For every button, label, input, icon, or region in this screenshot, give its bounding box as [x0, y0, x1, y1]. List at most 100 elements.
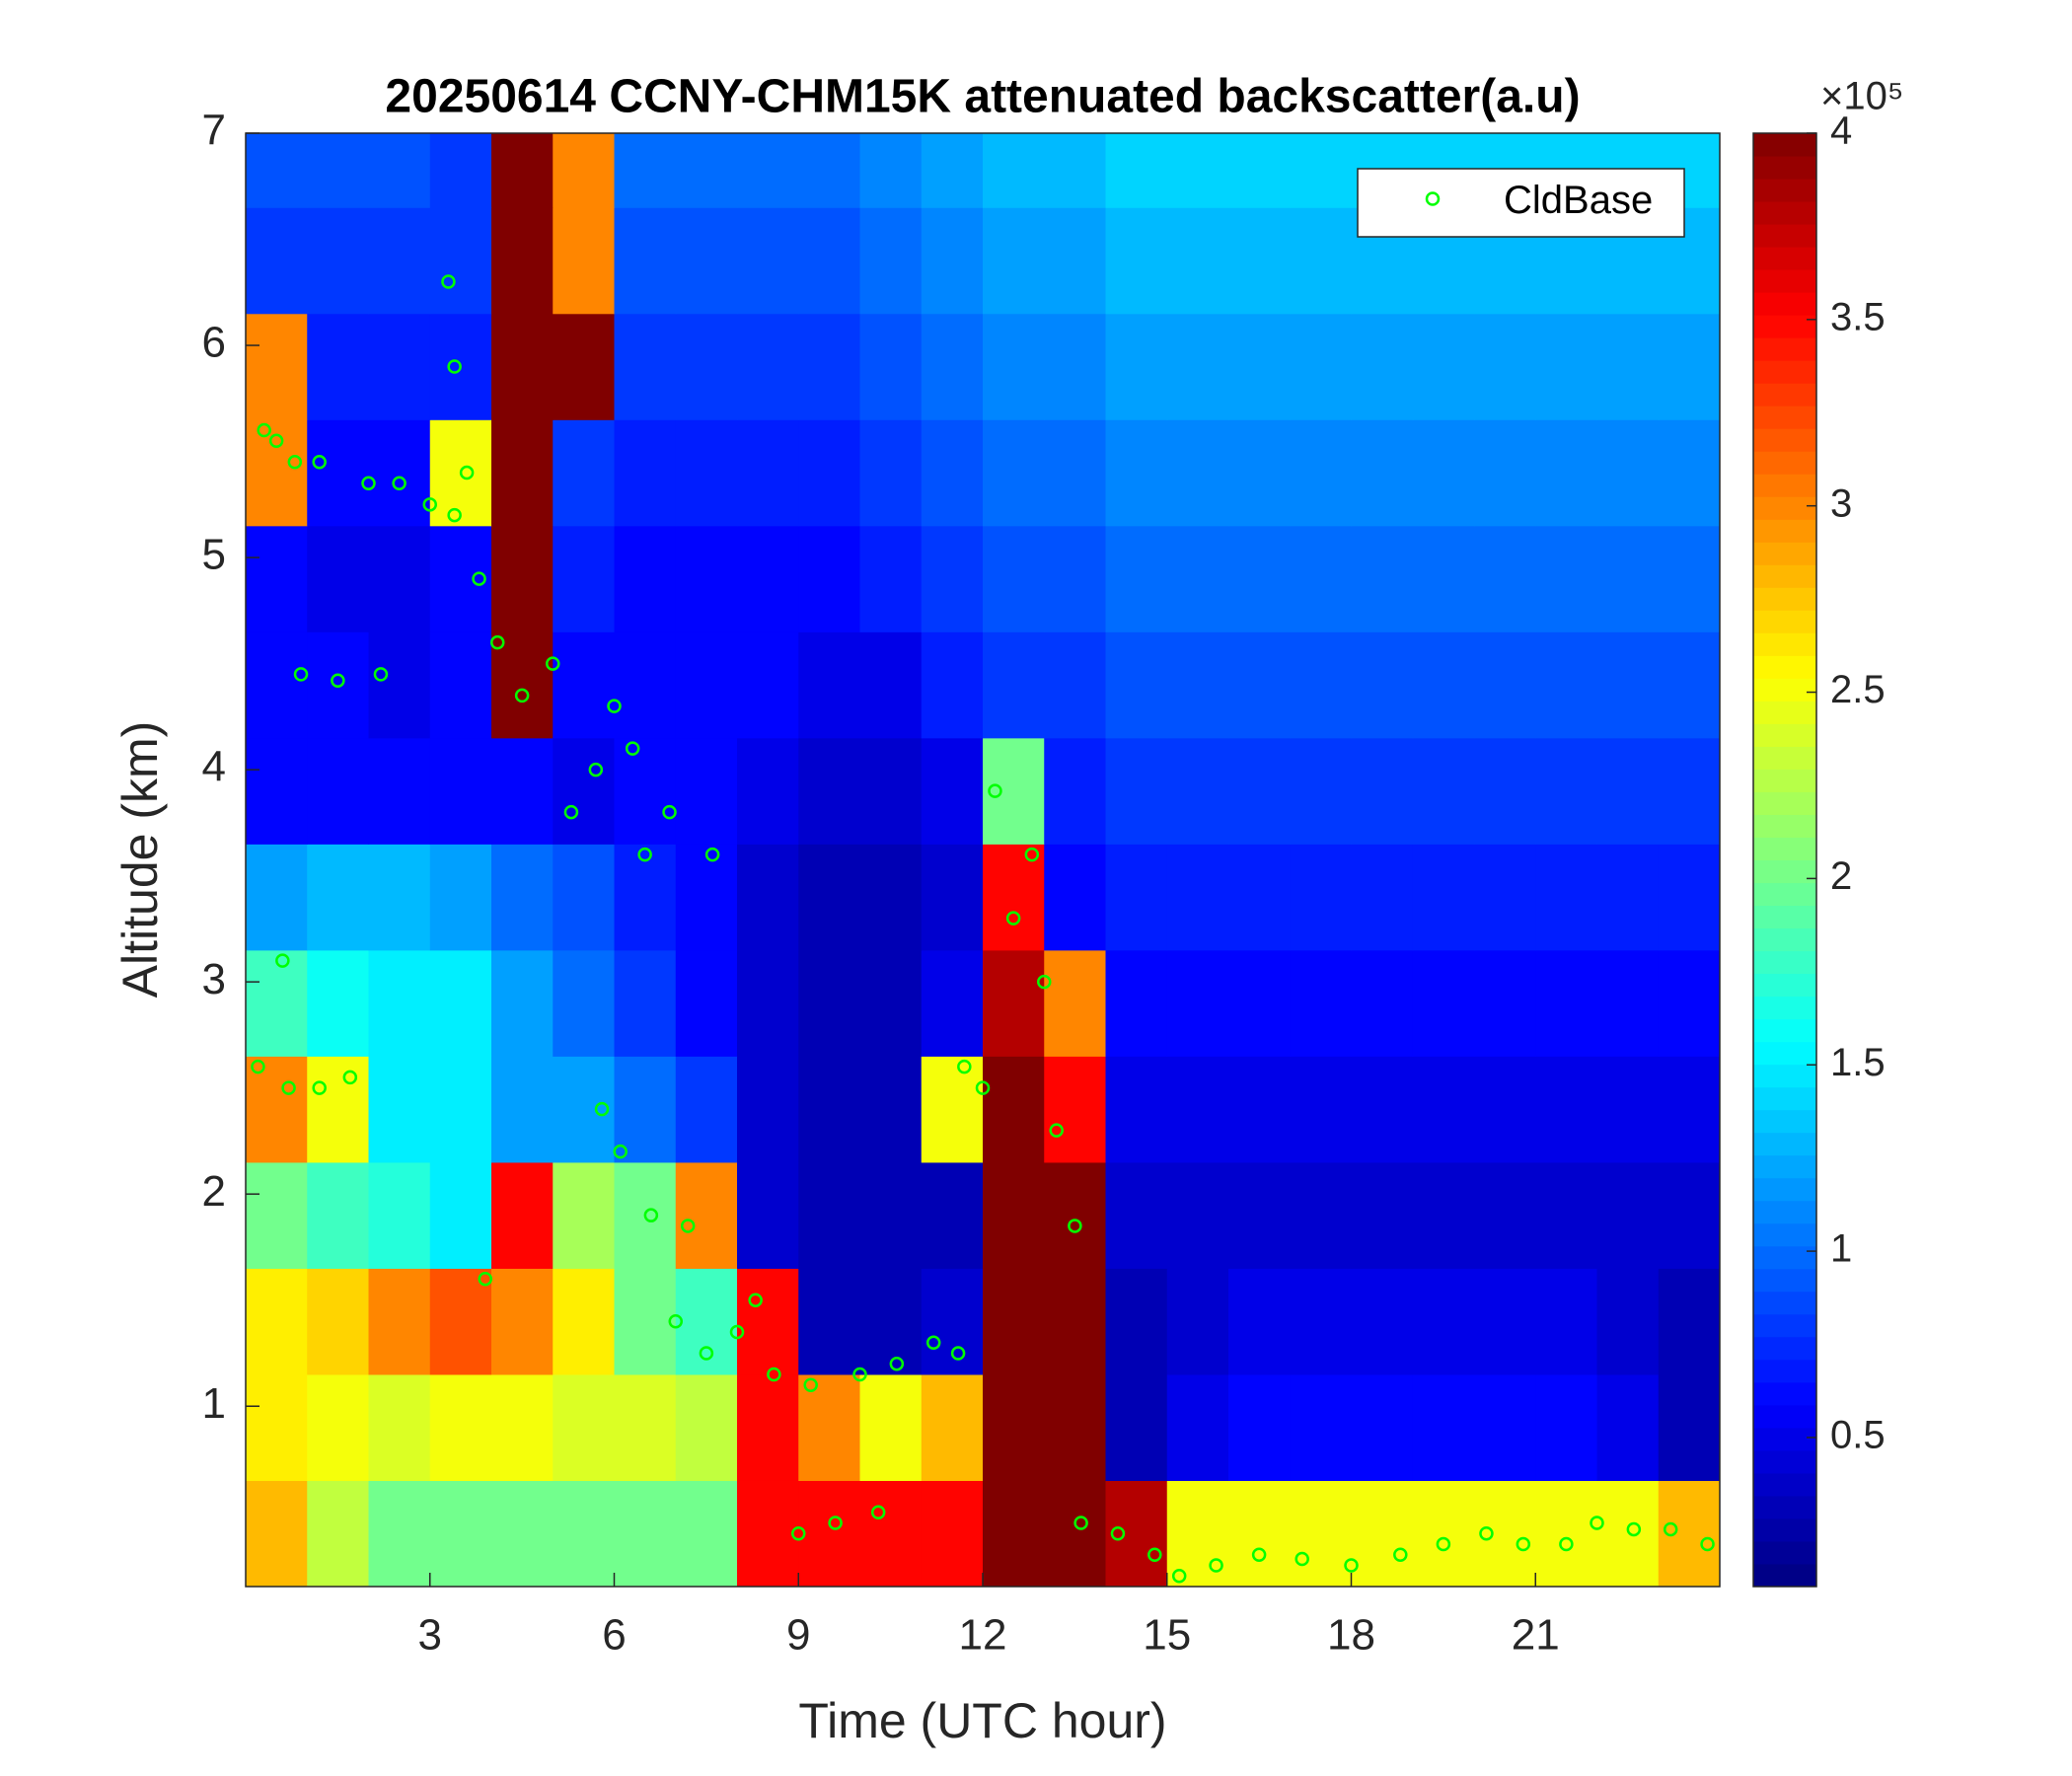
colorbar-swatch: [1753, 905, 1816, 929]
heatmap-cell: [1290, 844, 1352, 951]
heatmap-cell: [859, 844, 923, 951]
cloud-base-point: [988, 783, 1002, 798]
colorbar-exponent: ×10⁵: [1820, 75, 1903, 118]
heatmap-cell: [1351, 737, 1414, 845]
heatmap-cell: [614, 949, 677, 1057]
heatmap-cell: [737, 207, 799, 315]
heatmap-cell: [1228, 631, 1291, 739]
heatmap-cell: [1044, 1373, 1106, 1481]
cloud-base-point: [1436, 1536, 1451, 1552]
cloud-base-point: [1663, 1521, 1678, 1537]
heatmap-cell: [1166, 949, 1229, 1057]
cloud-base-point: [361, 476, 376, 491]
colorbar-swatch: [1753, 519, 1816, 543]
heatmap-cell: [307, 313, 369, 420]
heatmap-cell: [1228, 313, 1291, 420]
colorbar-swatch: [1753, 247, 1816, 270]
heatmap-cell: [983, 844, 1045, 951]
heatmap-cell: [798, 313, 860, 420]
heatmap-cell: [1290, 1056, 1352, 1163]
heatmap-cell: [1228, 737, 1291, 845]
heatmap-cell: [1228, 525, 1291, 632]
heatmap-cell: [1044, 1161, 1106, 1269]
heatmap-cell: [1166, 1161, 1229, 1269]
heatmap-cell: [1412, 525, 1475, 632]
heatmap-cell: [1412, 1268, 1475, 1375]
heatmap-cell: [307, 133, 369, 208]
heatmap-cell: [1290, 949, 1352, 1057]
heatmap-cell: [1474, 737, 1536, 845]
colorbar-tick-label: 1.5: [1830, 1041, 1886, 1084]
heatmap-cell: [1474, 1480, 1536, 1587]
colorbar-swatch: [1753, 133, 1816, 157]
colorbar-tick-label: 2.5: [1830, 668, 1886, 711]
heatmap-cell: [614, 313, 677, 420]
colorbar-swatch: [1753, 315, 1816, 338]
heatmap-cell: [1166, 1480, 1229, 1587]
heatmap-cell: [798, 419, 860, 527]
heatmap-cell: [859, 631, 923, 739]
cloud-base-point: [478, 1271, 493, 1287]
heatmap-cell: [429, 949, 492, 1057]
colorbar-swatch: [1753, 1291, 1816, 1315]
heatmap-cell: [1412, 419, 1475, 527]
legend-marker: [1425, 191, 1441, 206]
cloud-base-point: [748, 1293, 763, 1307]
heatmap-cell: [553, 1373, 615, 1481]
heatmap-cell: [1658, 1056, 1720, 1163]
heatmap-cell: [737, 1268, 799, 1375]
colorbar-swatch: [1753, 791, 1816, 815]
heatmap-cell: [921, 1161, 984, 1269]
heatmap-cell: [1290, 1373, 1352, 1481]
heatmap-cell: [368, 949, 431, 1057]
heatmap-cell: [368, 1268, 431, 1375]
heatmap-cell: [1596, 1161, 1660, 1269]
colorbar-swatch: [1753, 269, 1816, 293]
heatmap-cell: [614, 1056, 677, 1163]
cloud-base-point: [447, 359, 462, 374]
heatmap-cell: [491, 1480, 554, 1587]
cloud-base-point: [268, 433, 284, 449]
heatmap-cell: [1474, 313, 1536, 420]
colorbar-swatch: [1753, 564, 1816, 588]
heatmap-cell: [1105, 133, 1168, 208]
colorbar-swatch: [1753, 1540, 1816, 1565]
heatmap-cell: [553, 1056, 615, 1163]
heatmap-cell: [737, 133, 799, 208]
heatmap-cell: [921, 419, 984, 527]
heatmap-cell: [614, 419, 677, 527]
heatmap-cell: [1105, 1480, 1168, 1587]
heatmap-cell: [675, 844, 738, 951]
heatmap-cell: [1474, 949, 1536, 1057]
heatmap-cell: [1166, 1373, 1229, 1481]
cloud-base-point: [275, 953, 290, 968]
heatmap-cell: [1535, 313, 1597, 420]
colorbar-swatch: [1753, 973, 1816, 998]
heatmap-cell: [1596, 844, 1660, 951]
heatmap-cell: [614, 1268, 677, 1375]
heatmap-cell: [307, 844, 369, 951]
heatmap-cell: [1351, 313, 1414, 420]
cloud-base-point: [704, 847, 720, 862]
chart-title: 20250614 CCNY-CHM15K attenuated backscat…: [385, 71, 1580, 123]
heatmap-cell: [859, 525, 923, 632]
heatmap-cell: [1596, 525, 1660, 632]
cloud-base-point: [625, 741, 640, 756]
cloud-base-point: [1590, 1516, 1604, 1530]
cloud-base-point: [643, 1208, 659, 1222]
heatmap-cell: [429, 631, 492, 739]
heatmap-cell: [614, 1480, 677, 1587]
heatmap-cell: [859, 1161, 923, 1269]
heatmap-cell: [491, 133, 554, 208]
heatmap-cell: [1535, 419, 1597, 527]
heatmap-cell: [675, 1373, 738, 1481]
heatmap-cell: [1658, 844, 1720, 951]
heatmap-cell: [1412, 1480, 1475, 1587]
colorbar-swatch: [1753, 678, 1816, 702]
heatmap-cell: [1044, 207, 1106, 315]
heatmap-cell: [1596, 631, 1660, 739]
heatmap-cell: [798, 844, 860, 951]
heatmap-cell: [921, 1373, 984, 1481]
heatmap-cell: [1474, 1268, 1536, 1375]
heatmap-cell: [798, 1161, 860, 1269]
